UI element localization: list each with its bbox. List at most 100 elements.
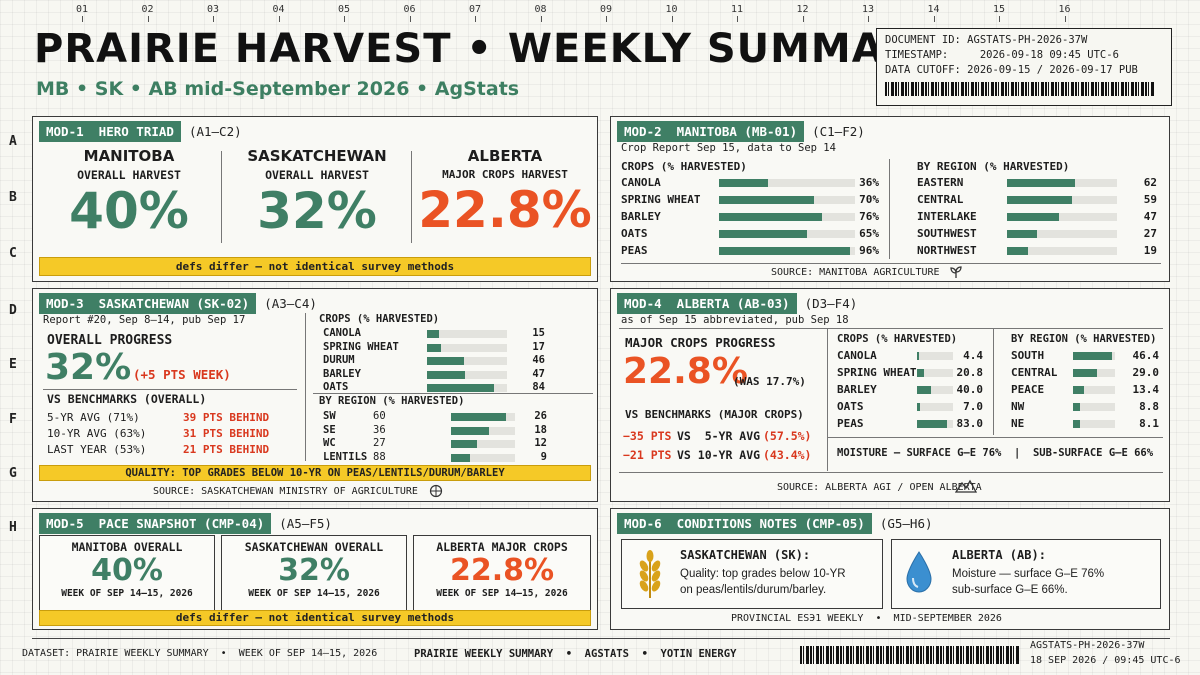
bar bbox=[451, 413, 507, 421]
bar-label: WC bbox=[323, 437, 336, 449]
mod6-sk-line1: Quality: top grades below 10-YR bbox=[680, 568, 846, 580]
bar bbox=[1073, 420, 1080, 428]
footer-date: 18 SEP 2026 / 09:45 UTC-6 bbox=[1030, 655, 1181, 666]
row-label: A bbox=[9, 134, 17, 149]
bar-label: CENTRAL bbox=[917, 193, 964, 206]
bar bbox=[719, 247, 850, 255]
bar-label: SW bbox=[323, 410, 336, 422]
column-tick bbox=[147, 16, 149, 22]
column-tick bbox=[344, 16, 345, 22]
bar-track bbox=[1007, 196, 1117, 204]
benchmark-value: 21 PTS BEHIND bbox=[183, 443, 270, 456]
bar-track bbox=[917, 369, 953, 377]
mod3-ref: (A3–C4) bbox=[264, 296, 317, 311]
bar-label: BARLEY bbox=[621, 210, 661, 223]
card-title: SASKATCHEWAN bbox=[247, 147, 387, 165]
benchmark-value: 39 PTS BEHIND bbox=[183, 411, 270, 424]
bar-track bbox=[1073, 369, 1115, 377]
column-label: 09 bbox=[599, 4, 613, 15]
row-label: H bbox=[9, 520, 17, 535]
mod6-tag: MOD-6 CONDITIONS NOTES (CMP-05) bbox=[617, 513, 872, 534]
bar-track bbox=[719, 247, 855, 255]
water-drop-icon bbox=[906, 551, 932, 593]
bar-label: SE bbox=[323, 423, 336, 436]
bar-label: OATS bbox=[837, 400, 864, 413]
mod1-note: defs differ — not identical survey metho… bbox=[39, 257, 591, 276]
mod6-panel: MOD-6 CONDITIONS NOTES (CMP-05) (G5–H6) … bbox=[610, 508, 1170, 630]
column-tick bbox=[540, 16, 542, 22]
bar-value: 40.0 bbox=[956, 383, 984, 396]
bar-label: NORTHWEST bbox=[917, 244, 977, 257]
bar-label: INTERLAKE bbox=[917, 210, 977, 223]
mod3-progress-delta: (+5 PTS WEEK) bbox=[133, 367, 231, 382]
bar-value: 65% bbox=[859, 227, 879, 240]
card-week: WEEK OF SEP 14–15, 2026 bbox=[436, 588, 568, 599]
mod6-ab-line2: sub-surface G–E 66%. bbox=[952, 584, 1068, 596]
bar-label: SOUTH bbox=[1011, 349, 1045, 362]
column-label: 01 bbox=[75, 4, 89, 15]
bar-value: 46.4 bbox=[1132, 349, 1160, 362]
card-value: 40% bbox=[91, 553, 163, 588]
footer-barcode bbox=[800, 646, 1020, 664]
bar bbox=[1007, 179, 1076, 187]
column-tick bbox=[868, 16, 869, 22]
bar-label: EASTERN bbox=[917, 176, 964, 189]
timestamp: TIMESTAMP: 2026-09-18 09:45 UTC-6 bbox=[885, 49, 1119, 61]
mod1-card-manitoba: MANITOBA OVERALL HARVEST 40% bbox=[41, 147, 217, 240]
mod3-report: Report #20, Sep 8–14, pub Sep 17 bbox=[43, 314, 246, 326]
bar bbox=[1007, 213, 1059, 221]
leaf-icon bbox=[950, 266, 962, 278]
bar-track bbox=[917, 403, 953, 411]
bar bbox=[1007, 196, 1072, 204]
bar-label: PEAS bbox=[621, 244, 648, 257]
bar-secondary-value: 60 bbox=[373, 410, 386, 422]
mod1-ref: (A1–C2) bbox=[188, 124, 242, 139]
bar-value: 7.0 bbox=[963, 400, 983, 413]
card-subtitle: OVERALL HARVEST bbox=[77, 168, 181, 182]
benchmark-points: −21 PTS bbox=[623, 448, 672, 462]
bar-value: 8.8 bbox=[1139, 400, 1159, 413]
bar-value: 76% bbox=[859, 210, 879, 223]
mod4-progress-label: MAJOR CROPS PROGRESS bbox=[625, 335, 776, 350]
mod3-progress-label: OVERALL PROGRESS bbox=[47, 333, 173, 348]
card-title: MANITOBA bbox=[83, 147, 175, 165]
benchmark-label: 10-YR AVG (63%) bbox=[47, 427, 147, 440]
bar bbox=[451, 440, 477, 448]
bar-track bbox=[917, 386, 953, 394]
mod6-ab-line1: Moisture — surface G–E 76% bbox=[952, 568, 1105, 580]
row-label: E bbox=[9, 357, 17, 372]
mod6-sk-title: SASKATCHEWAN (SK): bbox=[680, 548, 811, 562]
bar-secondary-value: 27 bbox=[373, 437, 386, 449]
bar bbox=[427, 343, 441, 352]
column-label: 02 bbox=[141, 4, 154, 15]
bar bbox=[451, 453, 471, 462]
mod3-region-title: BY REGION (% HARVESTED) bbox=[319, 395, 465, 407]
bar-label: SOUTHWEST bbox=[917, 227, 977, 240]
document-id: DOCUMENT ID: AGSTATS-PH-2026-37W bbox=[885, 34, 1088, 46]
bar-value: 8.1 bbox=[1139, 417, 1159, 430]
mod5-ref: (A5–F5) bbox=[279, 516, 332, 531]
mod1-card-saskatchewan: SASKATCHEWAN OVERALL HARVEST 32% bbox=[225, 147, 409, 240]
mod6-footer: PROVINCIAL ESЭ1 WEEKLY • MID-SEPTEMBER 2… bbox=[731, 613, 1002, 624]
bar bbox=[1073, 369, 1098, 377]
footer-dataset: DATASET: PRAIRIE WEEKLY SUMMARY • WEEK O… bbox=[22, 648, 378, 659]
bar-label: CENTRAL bbox=[1011, 366, 1058, 379]
mod1-panel: MOD-1 HERO TRIAD (A1–C2) MANITOBA OVERAL… bbox=[32, 116, 598, 282]
bar-track bbox=[1007, 230, 1117, 238]
bar-track bbox=[1073, 420, 1115, 428]
bar bbox=[719, 196, 815, 204]
column-label: 03 bbox=[206, 4, 220, 15]
bar-track bbox=[917, 352, 953, 360]
column-label: 13 bbox=[861, 4, 875, 15]
card-title: MANITOBA OVERALL bbox=[71, 540, 183, 554]
card-value: 32% bbox=[278, 553, 350, 588]
card-value: 40% bbox=[69, 182, 189, 240]
bar-label: CANOLA bbox=[621, 176, 661, 189]
column-tick bbox=[802, 16, 804, 22]
bar-track bbox=[719, 230, 855, 238]
bar-value: 47 bbox=[1143, 210, 1157, 223]
mod6-ab-title: ALBERTA (AB): bbox=[952, 548, 1046, 562]
bar-track bbox=[1007, 213, 1117, 221]
card-value: 22.8% bbox=[418, 181, 592, 239]
mod5-panel: MOD-5 PACE SNAPSHOT (CMP-04) (A5–F5) MAN… bbox=[32, 508, 598, 630]
